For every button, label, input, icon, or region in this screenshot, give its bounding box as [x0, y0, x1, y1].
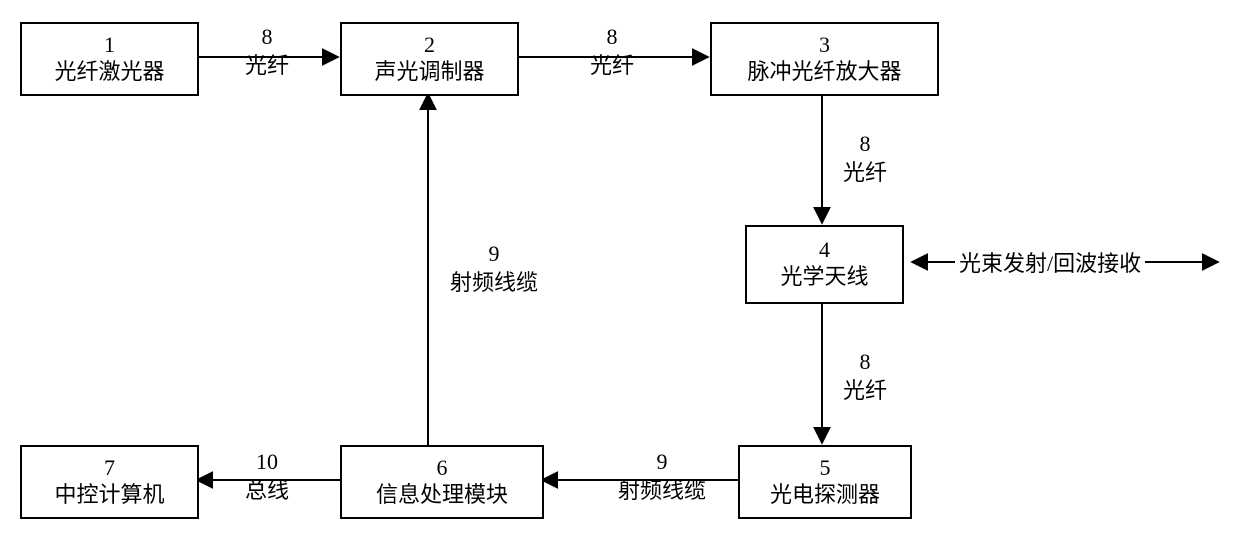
bidir-label: 光束发射/回波接收 — [955, 250, 1145, 279]
node-label-n4: 光学天线 — [780, 263, 868, 292]
edge-label-e34: 8光纤 — [843, 130, 887, 187]
edge-num-e34: 8 — [860, 130, 871, 159]
bidir-label-text: 光束发射/回波接收 — [959, 250, 1141, 279]
node-label-n6: 信息处理模块 — [376, 481, 508, 510]
node-n4: 4光学天线 — [745, 225, 904, 304]
node-num-n1: 1 — [104, 32, 115, 58]
edge-text-e12: 光纤 — [245, 52, 289, 81]
edge-label-e23: 8光纤 — [590, 23, 634, 80]
node-num-n5: 5 — [820, 455, 831, 481]
node-n5: 5光电探测器 — [738, 445, 912, 519]
edge-label-e12: 8光纤 — [245, 23, 289, 80]
edge-label-e45: 8光纤 — [843, 348, 887, 405]
node-label-n5: 光电探测器 — [770, 481, 880, 510]
edge-text-e34: 光纤 — [843, 159, 887, 188]
node-num-n4: 4 — [819, 237, 830, 263]
edge-num-e56: 9 — [657, 448, 668, 477]
edge-num-e45: 8 — [860, 348, 871, 377]
edge-text-e67: 总线 — [245, 477, 289, 506]
node-n1: 1光纤激光器 — [20, 22, 199, 96]
node-label-n3: 脉冲光纤放大器 — [747, 58, 901, 87]
node-label-n2: 声光调制器 — [374, 58, 484, 87]
node-n2: 2声光调制器 — [340, 22, 519, 96]
edge-num-e67: 10 — [256, 448, 278, 477]
edge-num-e12: 8 — [262, 23, 273, 52]
node-n7: 7中控计算机 — [20, 445, 199, 519]
edge-label-e67: 10总线 — [245, 448, 289, 505]
node-label-n1: 光纤激光器 — [54, 58, 164, 87]
node-num-n6: 6 — [437, 455, 448, 481]
edge-num-e62: 9 — [489, 240, 500, 269]
node-label-n7: 中控计算机 — [54, 481, 164, 510]
node-num-n7: 7 — [104, 455, 115, 481]
node-num-n3: 3 — [819, 32, 830, 58]
node-n3: 3脉冲光纤放大器 — [710, 22, 939, 96]
edge-label-e62: 9射频线缆 — [450, 240, 538, 297]
node-num-n2: 2 — [424, 32, 435, 58]
node-n6: 6信息处理模块 — [340, 445, 544, 519]
edge-text-e45: 光纤 — [843, 377, 887, 406]
edge-num-e23: 8 — [607, 23, 618, 52]
edge-text-e62: 射频线缆 — [450, 269, 538, 298]
edge-label-e56: 9射频线缆 — [618, 448, 706, 505]
edge-text-e56: 射频线缆 — [618, 477, 706, 506]
edge-text-e23: 光纤 — [590, 52, 634, 81]
